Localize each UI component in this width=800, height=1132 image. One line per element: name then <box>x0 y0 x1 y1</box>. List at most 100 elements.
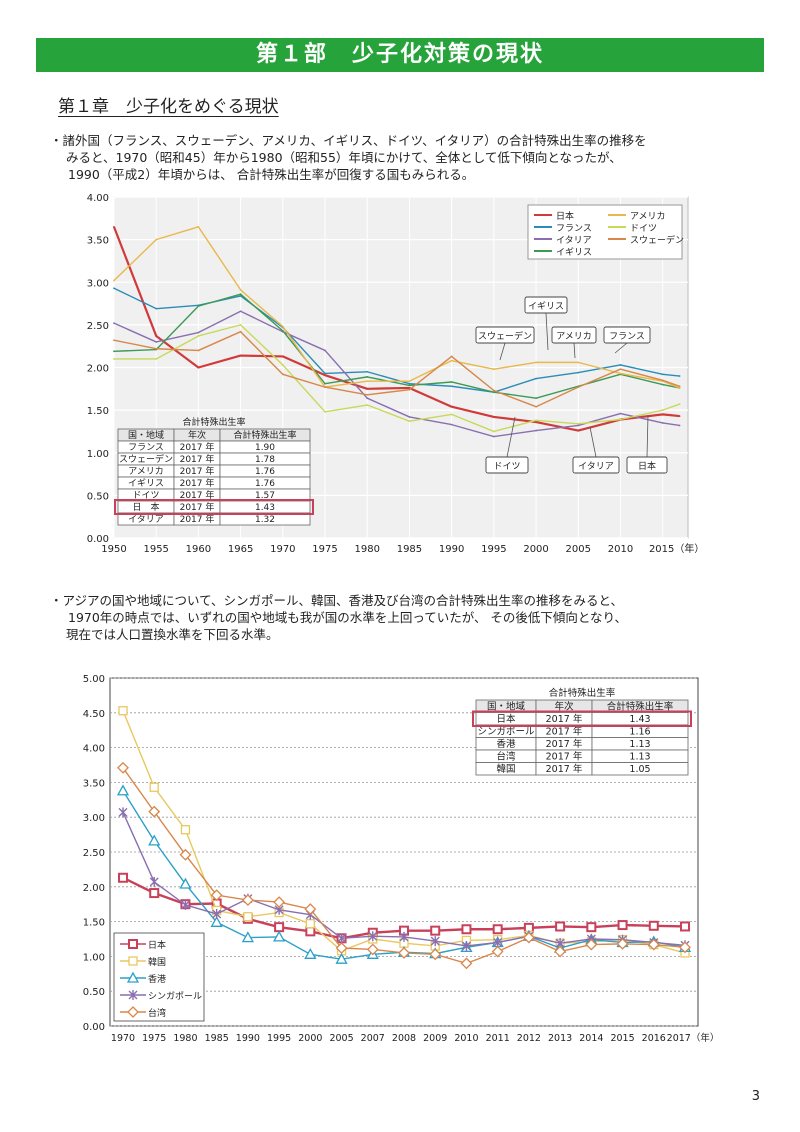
chart1-table-cell: 2017 年 <box>180 513 215 525</box>
chart1-callout-box <box>626 456 668 474</box>
chart1-data-point <box>155 335 158 337</box>
chart2-table-header: 合計特殊出生率 <box>607 701 674 713</box>
chart2-data-point <box>554 945 567 958</box>
chart2-data-point <box>461 940 471 951</box>
chart1-data-point <box>281 329 284 332</box>
chart1-table-cell: 1.76 <box>255 467 275 477</box>
chart1-data-point <box>535 419 537 422</box>
chart2-x-tick: 1975 <box>142 1033 166 1044</box>
chart2-data-point <box>117 761 129 774</box>
chart1-callout-box <box>603 326 651 344</box>
chart1-data-point <box>113 287 115 290</box>
chart2-table-cell: 2017 年 <box>546 726 583 738</box>
chart2-y-tick: 4.00 <box>83 744 105 755</box>
chart1-data-point <box>366 404 369 406</box>
chart1-data-point <box>113 322 115 325</box>
chart1-y-tick: 0.50 <box>87 491 109 502</box>
chart2-y-tick: 3.00 <box>83 813 105 824</box>
chart1-table-cell: 1.90 <box>255 443 275 453</box>
chart1-table-header: 国・地域 <box>128 429 164 441</box>
chart1-data-point <box>450 405 453 408</box>
chart1-callout-label: 日本 <box>638 460 656 472</box>
chart2-x-tick: 2011 <box>486 1033 510 1044</box>
chart1-data-point <box>408 416 411 418</box>
chart1-data-point <box>155 358 158 360</box>
paragraph-2: ・アジアの国や地域について、シンガポール、韓国、香港及び台湾の合計特殊出生率の推… <box>50 592 627 643</box>
chart2-data-point <box>617 920 628 931</box>
chart-asia-fertility: 0.00 0.50 1.00 1.50 2.00 2.50 3.00 3.50 4.00 4.50… <box>83 674 720 1044</box>
chart1-table-cell: 1.78 <box>255 455 275 465</box>
chart2-data-point <box>368 931 378 942</box>
chart1-data-point <box>492 435 495 438</box>
chart2-table-cell: 2017 年 <box>546 738 583 750</box>
chart2-data-point <box>335 942 348 954</box>
chart2-x-tick: 2016 <box>642 1033 666 1044</box>
chart1-data-point <box>535 397 537 400</box>
chart1-data-point <box>492 389 495 392</box>
chart2-x-tick: 2008 <box>392 1033 416 1044</box>
chart2-data-point <box>398 947 410 959</box>
chart2-x-tick: 2017（年） <box>667 1032 720 1044</box>
chart1-data-point <box>366 370 369 373</box>
chart1-table-cell: イタリア <box>128 514 164 525</box>
chart1-table-cell: フランス <box>128 442 164 453</box>
chart1-data-point <box>324 410 326 413</box>
chart2-data-point <box>555 921 566 932</box>
chart1-data-point <box>113 225 115 228</box>
chart1-data-point <box>619 364 622 366</box>
chart2-data-point <box>273 896 286 909</box>
chart1-table-cell: 2017 年 <box>180 465 215 477</box>
chart1-data-point <box>155 341 158 343</box>
chart1-data-point <box>239 293 242 296</box>
chart1-data-point <box>661 383 664 386</box>
chart2-data-point <box>118 807 128 818</box>
chart1-data-point <box>408 388 411 391</box>
chart2-x-tick: 1995 <box>267 1033 291 1044</box>
chart1-legend-label: スウェーデン <box>630 234 684 246</box>
chart2-legend-label: 台湾 <box>148 1007 166 1019</box>
chart1-table-cell: 1.32 <box>255 515 275 525</box>
chart2-y-tick: 5.00 <box>83 674 105 685</box>
chart1-table-cell: スウェーデン <box>119 453 173 465</box>
chart2-y-tick: 1.50 <box>83 918 105 929</box>
chart1-data-point <box>661 422 664 424</box>
chart1-data-point <box>661 409 664 412</box>
chart2-data-point <box>430 936 440 947</box>
chart2-table-cell: 日本 <box>496 713 516 725</box>
chart1-data-point <box>678 424 681 427</box>
chart2-data-point <box>616 937 629 950</box>
chart2-data-point <box>179 848 192 861</box>
chart1-callout-label: スウェーデン <box>478 330 532 342</box>
chart1-table-title: 合計特殊出生率 <box>182 416 245 428</box>
paragraph-1-line-1: ・諸外国（フランス、スウェーデン、アメリカ、イギリス、ドイツ、イタリア）の合計特… <box>50 133 647 148</box>
chart1-data-point <box>492 416 495 418</box>
chart1-y-tick: 2.50 <box>87 321 109 332</box>
chart2-table-cell: 香港 <box>496 738 516 750</box>
chart2-data-point <box>118 706 128 716</box>
chart1-data-point <box>239 323 242 326</box>
chart2-data-point <box>273 930 286 942</box>
chart1-data-point <box>197 305 200 308</box>
chart2-legend-marker <box>128 939 138 949</box>
chart1-data-point <box>577 424 580 427</box>
chart1-y-tick: 3.50 <box>87 236 109 247</box>
chart1-data-point <box>113 358 115 360</box>
chart-western-fertility: 0.00 0.50 1.00 1.50 2.00 2.50 3.00 3.50 4.00 1950… <box>87 193 705 555</box>
chart1-callout-leader <box>499 342 506 361</box>
chart2-data-point <box>118 872 128 883</box>
chart2-table-header: 年次 <box>554 701 574 713</box>
chart2-data-point <box>149 876 159 887</box>
chart2-table-cell: 1.05 <box>629 764 650 775</box>
chart1-table-cell: 2017 年 <box>180 453 215 465</box>
chart1-x-tick: 1965 <box>228 544 253 555</box>
chart1-x-tick: 1955 <box>143 544 168 555</box>
chart1-data-point <box>197 349 200 352</box>
chart1-data-point <box>535 361 537 364</box>
chart1-data-point <box>535 421 537 423</box>
chart2-x-tick: 2012 <box>517 1033 541 1044</box>
chart2-legend-label: 日本 <box>148 939 166 951</box>
chart1-data-point <box>197 225 200 228</box>
chart1-y-tick: 1.50 <box>87 406 109 417</box>
chart2-y-tick: 4.50 <box>83 709 105 720</box>
chart2-data-point <box>180 825 191 835</box>
